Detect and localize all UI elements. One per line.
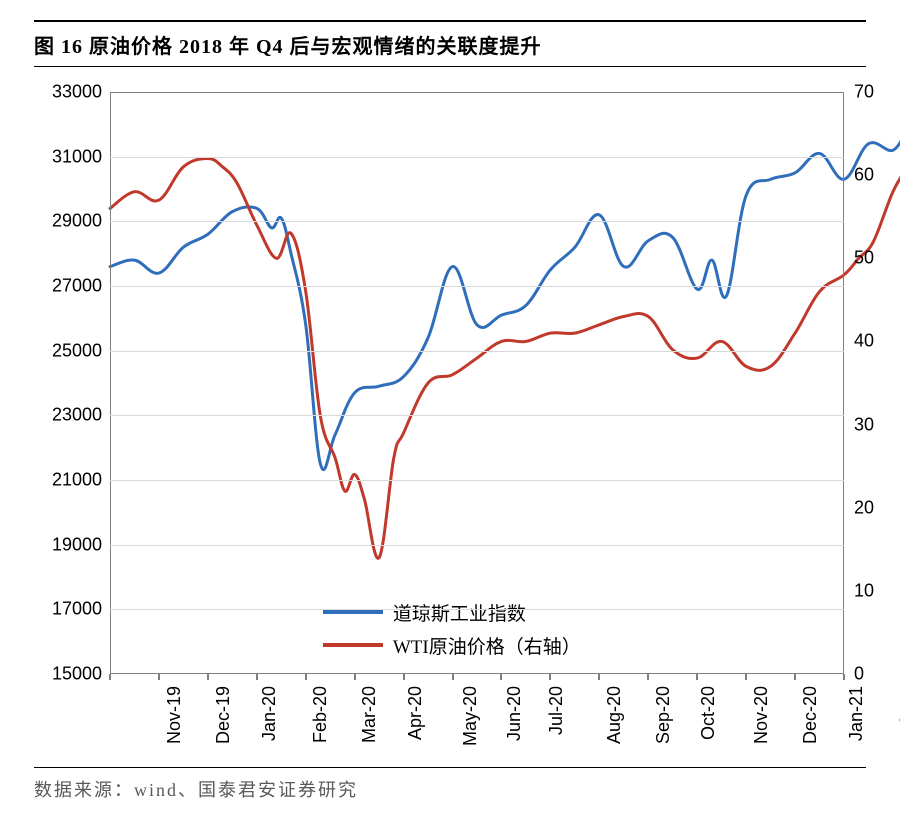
y-right-label: 20 [854,497,894,518]
x-tick [305,674,307,680]
legend-swatch [323,643,383,647]
x-label: Feb-20 [310,686,331,743]
gridline [110,286,844,287]
y-right-label: 60 [854,165,894,186]
source-text: 数据来源：wind、国泰君安证券研究 [34,780,358,800]
y-left-label: 17000 [42,599,102,620]
x-label: Dec-19 [213,686,234,744]
figure-title: 图 16 原油价格 2018 年 Q4 后与宏观情绪的关联度提升 [34,30,542,59]
x-label: Apr-20 [405,686,426,740]
x-tick [696,674,698,680]
x-tick [158,674,160,680]
y-left-label: 31000 [42,146,102,167]
x-label: Jun-20 [504,686,525,741]
legend-item: WTI原油价格（右轴） [323,632,581,659]
x-label: May-20 [460,686,481,746]
y-left-label: 33000 [42,82,102,103]
x-tick [354,674,356,680]
y-left-label: 23000 [42,405,102,426]
source-bar: 数据来源：wind、国泰君安证券研究 [34,767,866,802]
gridline [110,480,844,481]
x-tick [647,674,649,680]
legend-item: 道琼斯工业指数 [323,599,581,626]
x-label: Nov-20 [751,686,772,744]
gridline [110,157,844,158]
y-right-label: 50 [854,248,894,269]
legend-swatch [323,610,383,614]
series-line [110,128,900,470]
y-left-label: 27000 [42,276,102,297]
x-tick [843,674,845,680]
x-label: Jan-21 [846,686,867,741]
x-tick [549,674,551,680]
x-label: Jan-20 [259,686,280,741]
gridline [110,221,844,222]
x-tick [452,674,454,680]
y-left-label: 19000 [42,534,102,555]
chart-lines [110,92,844,674]
x-label: Mar-20 [359,686,380,743]
x-tick [207,674,209,680]
y-left-label: 29000 [42,211,102,232]
legend-label: WTI原油价格（右轴） [393,632,581,659]
x-label: Nov-19 [164,686,185,744]
gridline [110,545,844,546]
x-tick [745,674,747,680]
y-right-label: 10 [854,580,894,601]
x-label: Dec-20 [800,686,821,744]
y-right-label: 0 [854,664,894,685]
x-label: Jul-20 [546,686,567,735]
x-tick [794,674,796,680]
x-label: Oct-20 [698,686,719,740]
x-tick [598,674,600,680]
y-right-label: 40 [854,331,894,352]
x-tick [403,674,405,680]
gridline [110,415,844,416]
figure-container: 图 16 原油价格 2018 年 Q4 后与宏观情绪的关联度提升 道琼斯工业指数… [0,0,900,822]
legend-label: 道琼斯工业指数 [393,599,526,626]
y-right-label: 30 [854,414,894,435]
series-line [110,159,900,559]
y-right-label: 70 [854,82,894,103]
x-tick [500,674,502,680]
y-left-label: 15000 [42,664,102,685]
x-label: Sep-20 [653,686,674,744]
x-tick [109,674,111,680]
gridline [110,351,844,352]
plot-area: 道琼斯工业指数 WTI原油价格（右轴） [110,92,844,674]
x-tick [256,674,258,680]
x-label: Aug-20 [604,686,625,744]
y-left-label: 21000 [42,470,102,491]
title-bar: 图 16 原油价格 2018 年 Q4 后与宏观情绪的关联度提升 [34,20,866,67]
gridline [110,609,844,610]
y-left-label: 25000 [42,340,102,361]
